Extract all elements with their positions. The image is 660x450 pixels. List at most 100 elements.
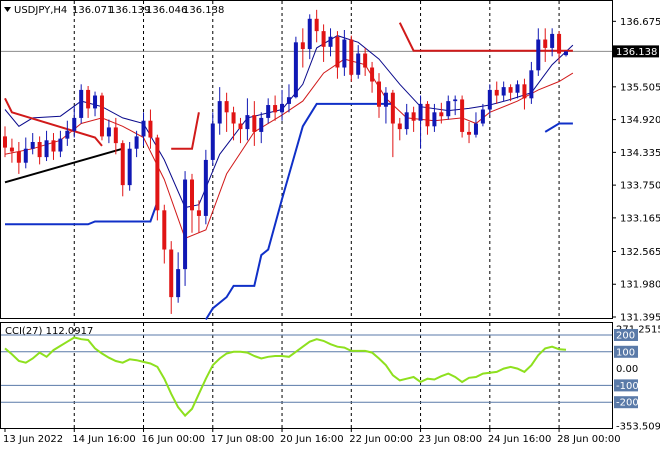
candle-body (169, 249, 174, 298)
candle-body (79, 89, 84, 118)
candle-body (487, 89, 492, 110)
candle-body (280, 103, 285, 113)
overlay-line (205, 102, 393, 321)
candle-body (238, 123, 243, 130)
candle-body (432, 112, 437, 127)
ohlc-close: 136.138 (183, 5, 224, 16)
candle-body (37, 142, 42, 158)
candle-body (508, 87, 513, 93)
candle-body (16, 151, 21, 163)
main-overlays (4, 22, 574, 321)
candle-body (460, 99, 465, 132)
candle-body (44, 140, 49, 158)
candle-body (342, 39, 347, 68)
candle-body (480, 109, 485, 124)
candle-body (210, 123, 215, 160)
candle-body (23, 148, 28, 163)
candle-body (106, 127, 111, 137)
candle-body (245, 115, 250, 130)
dropdown-triangle-icon[interactable] (4, 7, 11, 12)
x-tick-label: 17 Jun 08:00 (211, 434, 275, 445)
y-tick-label: 133.165 (620, 213, 660, 224)
y-tick-label: 135.505 (620, 82, 660, 93)
candle-body (515, 84, 520, 93)
candle-body (473, 123, 478, 135)
candle-body (9, 147, 14, 152)
candle-body (203, 159, 208, 216)
candle-body (557, 33, 562, 54)
current-price-box (613, 45, 659, 58)
candle-body (383, 92, 388, 107)
candle-body (231, 112, 236, 124)
candle-body (328, 36, 333, 47)
candle-body (127, 148, 132, 186)
candlesticks (3, 9, 568, 314)
candle-body (370, 67, 375, 82)
candle-body (564, 51, 568, 56)
candle-body (259, 117, 264, 132)
overlay-line (5, 201, 159, 226)
y-tick-label: 131.395 (620, 313, 660, 324)
indicator-series (4, 336, 567, 418)
candle-body (72, 117, 77, 131)
candle-body (397, 123, 402, 130)
candle-body (252, 115, 257, 132)
candle-body (3, 136, 7, 148)
candle-body (390, 92, 395, 124)
x-tick-label: 13 Jun 2022 (3, 434, 63, 445)
overlay-line (4, 97, 103, 147)
overlay-line (4, 35, 574, 209)
x-tick-label: 20 Jun 16:00 (280, 434, 344, 445)
candle-body (411, 112, 416, 121)
candle-body (404, 112, 409, 130)
candle-body (148, 120, 153, 138)
overlay-line (544, 122, 573, 133)
candle-body (30, 142, 35, 149)
candle-body (286, 97, 291, 104)
candle-body (266, 105, 271, 118)
ohlc-low: 136.046 (146, 5, 187, 16)
candle-body (550, 33, 555, 48)
candle-body (190, 179, 194, 211)
current-price-label: 136.138 (616, 47, 657, 58)
candle-body (58, 138, 63, 152)
candle-body (453, 99, 458, 102)
candle-body (99, 95, 104, 137)
candle-body (162, 210, 167, 250)
cci-tick-box (614, 345, 638, 358)
cci-line (4, 336, 567, 418)
overlay-line (398, 22, 573, 52)
ohlc-open: 136.071 (72, 5, 113, 16)
y-tick-label: 132.565 (620, 247, 660, 258)
cci-tick-box (614, 396, 638, 409)
candle-body (120, 143, 125, 186)
candle-body (113, 127, 118, 144)
candle-body (176, 269, 181, 298)
ohlc-high: 136.139 (109, 5, 150, 16)
candle-body (363, 53, 368, 68)
y-tick-label: 131.980 (620, 280, 660, 291)
candle-body (501, 87, 506, 96)
candle-body (293, 42, 298, 98)
cci-tick-label: 200 (616, 330, 635, 341)
candle-body (93, 95, 98, 109)
candle-body (307, 18, 312, 50)
candle-body (196, 210, 201, 216)
candle-body (494, 89, 499, 96)
candle-body (86, 89, 91, 109)
candle-body (522, 84, 527, 99)
candle-body (418, 103, 423, 121)
overlay-line (4, 147, 123, 184)
candle-body (51, 140, 56, 152)
candle-body (335, 36, 340, 68)
candle-body (349, 39, 354, 75)
candle-body (155, 137, 160, 211)
indicator-title: CCI(27) 112.0917 (5, 326, 93, 337)
candle-body (543, 39, 548, 48)
axes: 13 Jun 2022 14 Jun 16:00 16 Jun 00:00 17 Ju… (3, 17, 660, 445)
candle-body (425, 103, 430, 127)
cci-tick-label: -353.5092 (616, 422, 660, 433)
candle-body (536, 39, 541, 71)
cci-tick-box (614, 328, 638, 341)
